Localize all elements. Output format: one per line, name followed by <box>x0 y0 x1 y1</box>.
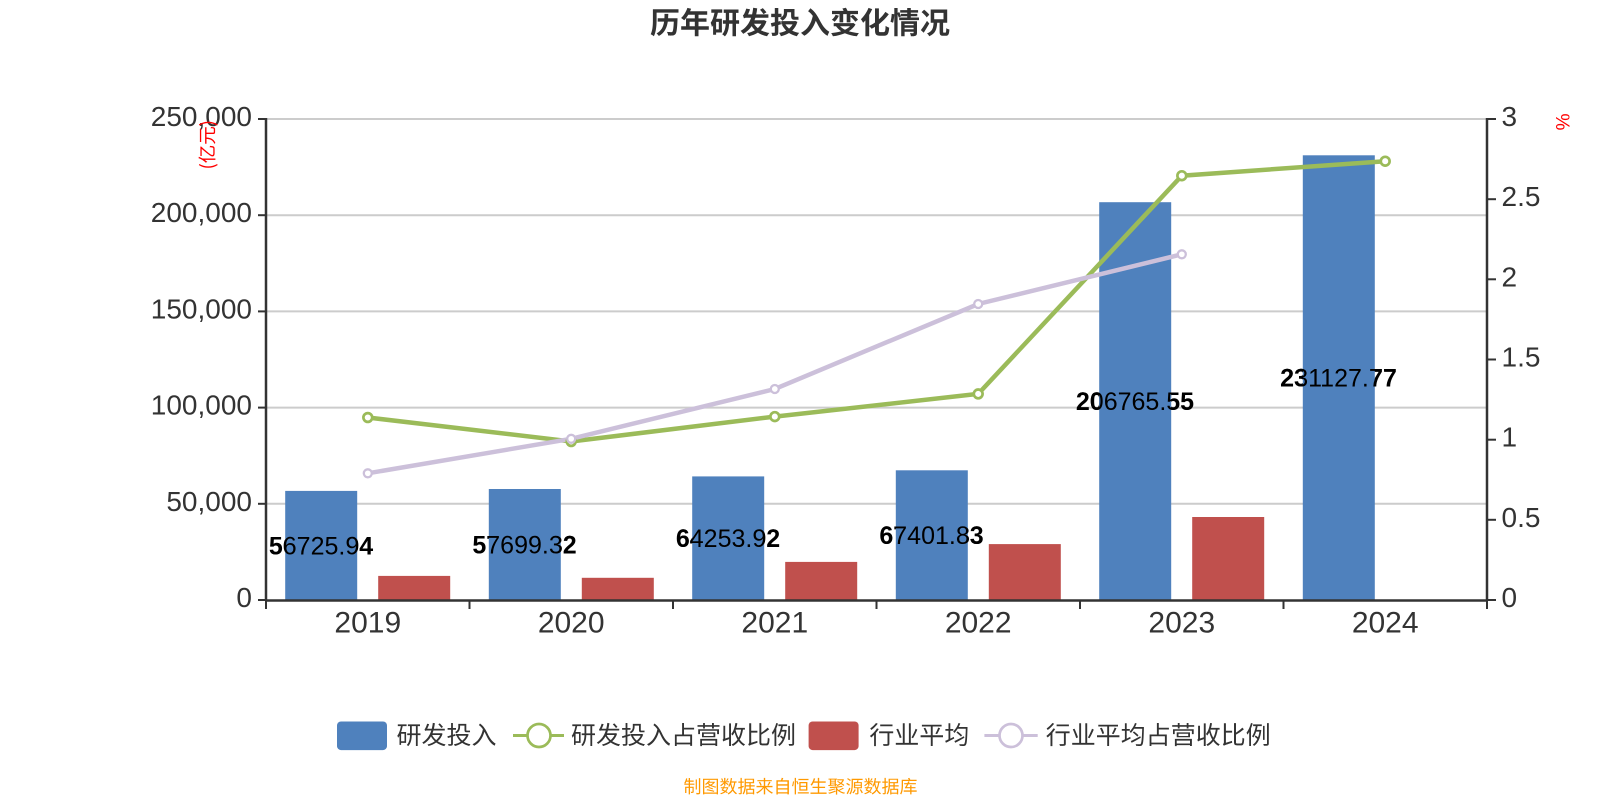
svg-text:2020: 2020 <box>538 607 605 640</box>
svg-text:0.5: 0.5 <box>1502 502 1541 533</box>
svg-text:0: 0 <box>1502 582 1518 613</box>
svg-text:2022: 2022 <box>945 607 1012 640</box>
svg-text:231127.77: 231127.77 <box>1280 365 1396 393</box>
svg-text:1.5: 1.5 <box>1502 342 1541 373</box>
svg-text:%: % <box>1551 114 1572 131</box>
svg-text:2: 2 <box>1502 261 1518 292</box>
svg-text:250,000: 250,000 <box>151 101 252 132</box>
svg-text:1: 1 <box>1502 422 1518 453</box>
svg-text:0: 0 <box>236 582 252 613</box>
svg-text:2024: 2024 <box>1352 607 1419 640</box>
svg-text:2023: 2023 <box>1148 607 1215 640</box>
svg-text:2021: 2021 <box>741 607 808 640</box>
svg-text:57699.32: 57699.32 <box>472 532 576 560</box>
svg-text:2019: 2019 <box>334 607 401 640</box>
svg-text:100,000: 100,000 <box>151 390 252 421</box>
svg-text:50,000: 50,000 <box>166 486 252 517</box>
svg-text:2.5: 2.5 <box>1502 181 1541 212</box>
svg-text:3: 3 <box>1502 101 1518 132</box>
svg-text:150,000: 150,000 <box>151 293 252 324</box>
svg-text:200,000: 200,000 <box>151 197 252 228</box>
svg-text:206765.55: 206765.55 <box>1076 388 1194 416</box>
svg-text:67401.83: 67401.83 <box>879 522 983 550</box>
svg-text:56725.94: 56725.94 <box>269 533 373 561</box>
svg-text:64253.92: 64253.92 <box>676 525 780 553</box>
